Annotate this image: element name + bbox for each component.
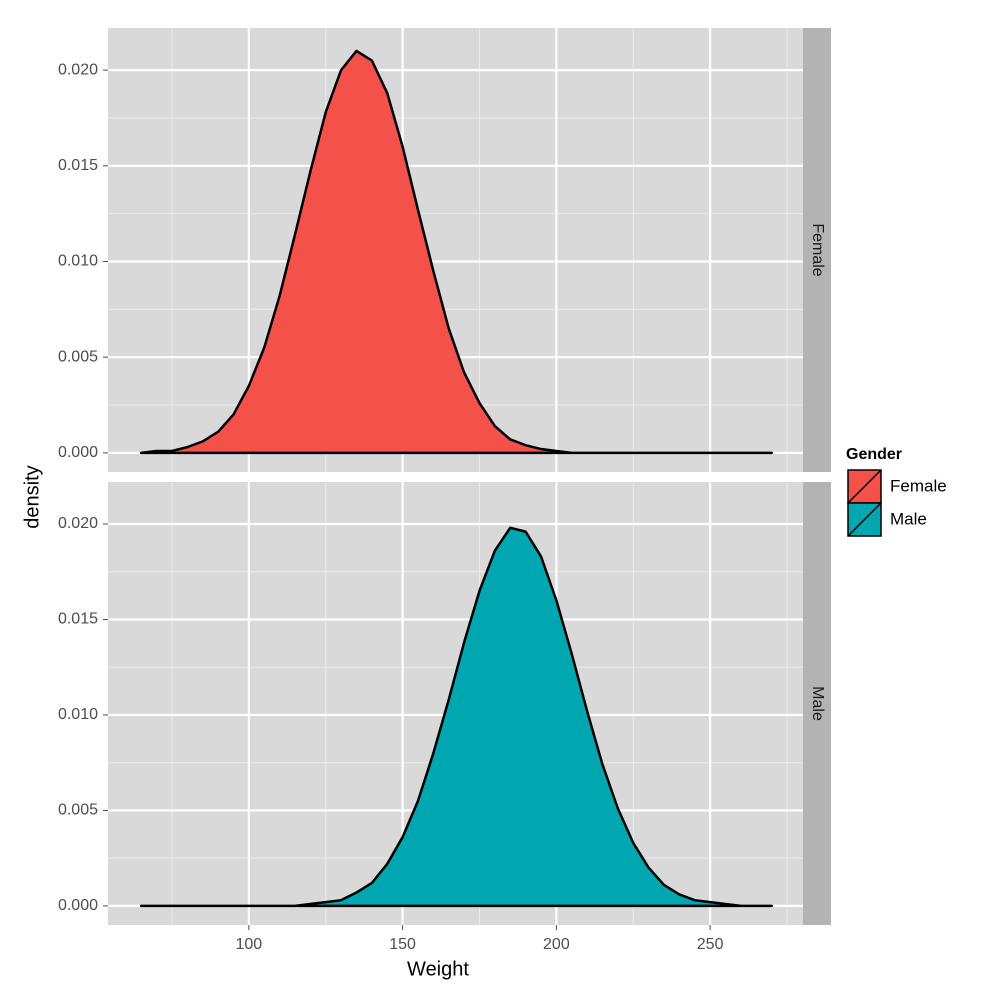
x-tick-label: 200	[543, 936, 570, 953]
facet-strip	[803, 28, 831, 472]
x-axis-label: Weight	[407, 958, 469, 980]
x-tick-label: 100	[235, 936, 262, 953]
legend-label: Female	[890, 476, 947, 495]
legend-key-slash	[847, 469, 882, 504]
x-tick-label: 250	[697, 936, 724, 953]
y-tick-label: 0.000	[58, 897, 98, 914]
facet-label: Male	[809, 686, 826, 721]
facet-strip	[803, 482, 831, 925]
legend-key-slash	[847, 502, 882, 537]
facet-label: Female	[809, 223, 826, 276]
y-tick-label: 0.010	[58, 706, 98, 723]
y-tick-label: 0.015	[58, 611, 98, 628]
legend-title: Gender	[846, 446, 902, 463]
y-tick-label: 0.005	[58, 348, 98, 365]
y-axis-label: density	[21, 465, 43, 528]
y-tick-label: 0.015	[58, 157, 98, 174]
density-area	[139, 49, 773, 455]
y-tick-label: 0.000	[58, 444, 98, 461]
y-tick-label: 0.005	[58, 802, 98, 819]
density-area	[139, 526, 773, 908]
legend-label: Male	[890, 509, 927, 528]
y-tick-label: 0.020	[58, 515, 98, 532]
x-tick-label: 150	[389, 936, 416, 953]
y-tick-label: 0.020	[58, 61, 98, 78]
y-tick-label: 0.010	[58, 253, 98, 270]
